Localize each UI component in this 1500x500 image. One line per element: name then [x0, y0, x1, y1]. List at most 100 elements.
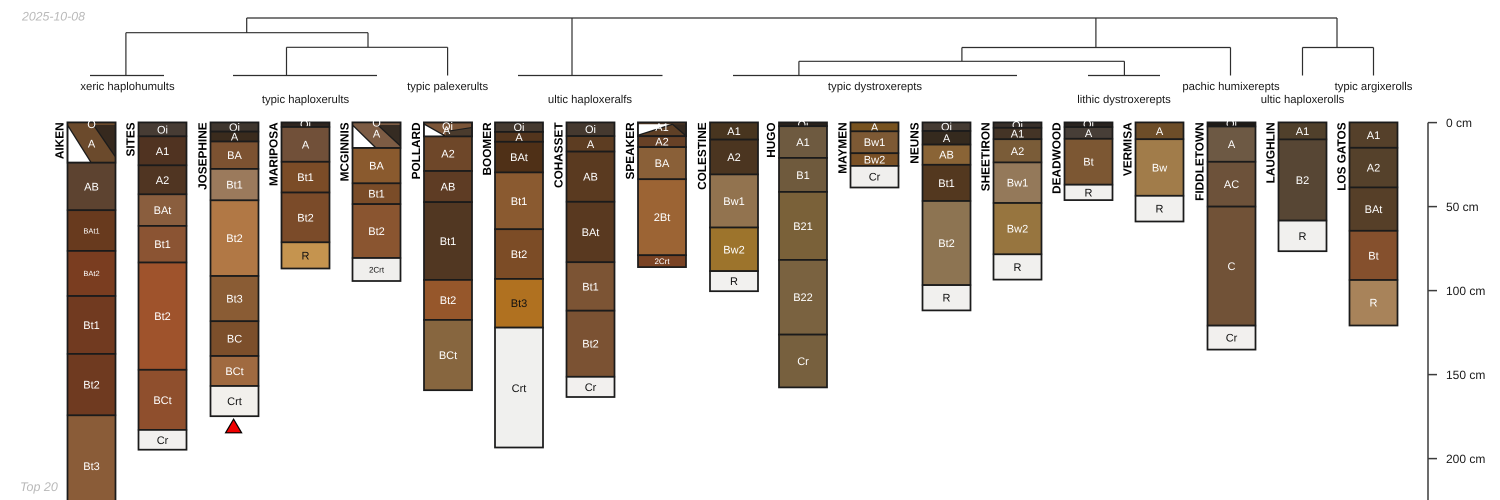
- svg-text:AB: AB: [583, 172, 598, 184]
- svg-text:BCt: BCt: [439, 350, 457, 362]
- svg-text:B2: B2: [1296, 175, 1309, 187]
- svg-text:200 cm: 200 cm: [1446, 452, 1485, 466]
- svg-text:BAt1: BAt1: [83, 226, 99, 235]
- svg-text:A: A: [515, 132, 523, 144]
- svg-text:Bt1: Bt1: [511, 196, 528, 208]
- svg-text:Bt2: Bt2: [440, 295, 457, 307]
- svg-text:Bw: Bw: [1152, 162, 1167, 174]
- svg-text:Oi: Oi: [1012, 120, 1023, 132]
- svg-text:A2: A2: [727, 152, 740, 164]
- svg-text:BAt: BAt: [154, 205, 172, 217]
- svg-text:BA: BA: [227, 150, 242, 162]
- svg-text:A1: A1: [655, 122, 668, 134]
- svg-text:HUGO: HUGO: [764, 122, 778, 157]
- svg-text:2Bt: 2Bt: [654, 212, 671, 224]
- svg-text:ultic haploxerolls: ultic haploxerolls: [1261, 94, 1345, 106]
- svg-text:Bw2: Bw2: [723, 244, 744, 256]
- svg-text:Bt2: Bt2: [582, 339, 599, 351]
- svg-text:Bt3: Bt3: [83, 461, 100, 473]
- svg-text:AIKEN: AIKEN: [53, 122, 67, 159]
- svg-text:R: R: [1014, 262, 1022, 274]
- svg-text:A: A: [1085, 128, 1093, 140]
- svg-text:Bt: Bt: [1368, 250, 1378, 262]
- svg-text:VERMISA: VERMISA: [1121, 122, 1135, 176]
- svg-text:A: A: [231, 132, 239, 144]
- svg-text:Bw1: Bw1: [723, 196, 744, 208]
- svg-text:Bt2: Bt2: [368, 226, 385, 238]
- svg-text:Crt: Crt: [227, 396, 242, 408]
- svg-text:A: A: [443, 125, 451, 137]
- svg-text:Oi: Oi: [1226, 119, 1237, 131]
- svg-text:typic argixerolls: typic argixerolls: [1335, 81, 1413, 93]
- svg-text:Bt2: Bt2: [938, 238, 955, 250]
- svg-text:Bt2: Bt2: [511, 249, 528, 261]
- svg-text:Oi: Oi: [229, 122, 240, 134]
- svg-text:C: C: [1228, 261, 1236, 273]
- svg-text:SPEAKER: SPEAKER: [623, 122, 637, 180]
- svg-text:A2: A2: [1367, 163, 1380, 175]
- svg-text:R: R: [302, 250, 310, 262]
- svg-text:2025-10-08: 2025-10-08: [21, 10, 85, 24]
- svg-text:AB: AB: [441, 182, 456, 194]
- svg-text:Oi: Oi: [1083, 119, 1094, 131]
- svg-text:typic haploxerults: typic haploxerults: [262, 94, 350, 106]
- svg-text:A: A: [587, 139, 595, 151]
- svg-text:Bt1: Bt1: [582, 281, 599, 293]
- svg-text:A: A: [1156, 126, 1164, 138]
- svg-text:B1: B1: [796, 170, 809, 182]
- svg-text:lithic dystroxerepts: lithic dystroxerepts: [1077, 94, 1171, 106]
- svg-text:A2: A2: [1011, 146, 1024, 158]
- svg-text:MCGINNIS: MCGINNIS: [338, 122, 352, 181]
- svg-text:BAt: BAt: [1365, 204, 1383, 216]
- svg-text:Bt1: Bt1: [938, 178, 955, 190]
- svg-text:JOSEPHINE: JOSEPHINE: [196, 122, 210, 190]
- svg-text:BAt: BAt: [582, 227, 600, 239]
- svg-text:A: A: [943, 133, 951, 145]
- svg-text:BA: BA: [655, 158, 670, 170]
- svg-text:2Crt: 2Crt: [654, 257, 670, 266]
- svg-text:Bt2: Bt2: [297, 212, 314, 224]
- svg-text:AB: AB: [84, 181, 99, 193]
- svg-text:FIDDLETOWN: FIDDLETOWN: [1193, 122, 1207, 200]
- svg-text:R: R: [1085, 187, 1093, 199]
- svg-text:LOS GATOS: LOS GATOS: [1335, 122, 1349, 191]
- svg-text:A2: A2: [156, 175, 169, 187]
- svg-text:150 cm: 150 cm: [1446, 368, 1485, 382]
- svg-text:Bt2: Bt2: [83, 380, 100, 392]
- svg-text:A1: A1: [727, 126, 740, 138]
- svg-text:AB: AB: [939, 150, 954, 162]
- svg-text:A: A: [373, 129, 381, 141]
- svg-text:NEUNS: NEUNS: [908, 122, 922, 163]
- svg-text:Cr: Cr: [157, 435, 169, 447]
- svg-text:Oi: Oi: [442, 121, 453, 133]
- svg-text:100 cm: 100 cm: [1446, 284, 1485, 298]
- svg-text:Bt1: Bt1: [154, 239, 171, 251]
- svg-text:COHASSET: COHASSET: [552, 122, 566, 188]
- svg-text:xeric haplohumults: xeric haplohumults: [80, 81, 175, 93]
- svg-text:BA: BA: [369, 161, 384, 173]
- svg-text:BC: BC: [227, 334, 242, 346]
- svg-text:Bt1: Bt1: [83, 320, 100, 332]
- svg-text:Top 20: Top 20: [20, 480, 58, 494]
- svg-text:A: A: [1228, 139, 1236, 151]
- svg-text:A: A: [88, 139, 96, 151]
- svg-text:O: O: [87, 119, 96, 131]
- svg-text:A2: A2: [441, 149, 454, 161]
- svg-text:B22: B22: [793, 292, 813, 304]
- svg-text:Cr: Cr: [585, 382, 597, 394]
- svg-text:Bt: Bt: [1083, 157, 1093, 169]
- svg-text:O: O: [372, 117, 381, 129]
- svg-text:0 cm: 0 cm: [1446, 116, 1472, 130]
- svg-text:Bt1: Bt1: [368, 189, 385, 201]
- svg-text:Bt1: Bt1: [226, 180, 243, 192]
- svg-text:Bw2: Bw2: [1007, 224, 1028, 236]
- svg-text:B21: B21: [793, 221, 813, 233]
- svg-text:MAYMEN: MAYMEN: [836, 122, 850, 173]
- svg-text:A1: A1: [1011, 128, 1024, 140]
- svg-text:A: A: [302, 139, 310, 151]
- svg-text:DEADWOOD: DEADWOOD: [1050, 122, 1064, 194]
- svg-text:R: R: [730, 276, 738, 288]
- svg-text:ultic haploxeralfs: ultic haploxeralfs: [548, 94, 632, 106]
- svg-text:Bt1: Bt1: [440, 236, 457, 248]
- svg-text:SHEETIRON: SHEETIRON: [979, 122, 993, 191]
